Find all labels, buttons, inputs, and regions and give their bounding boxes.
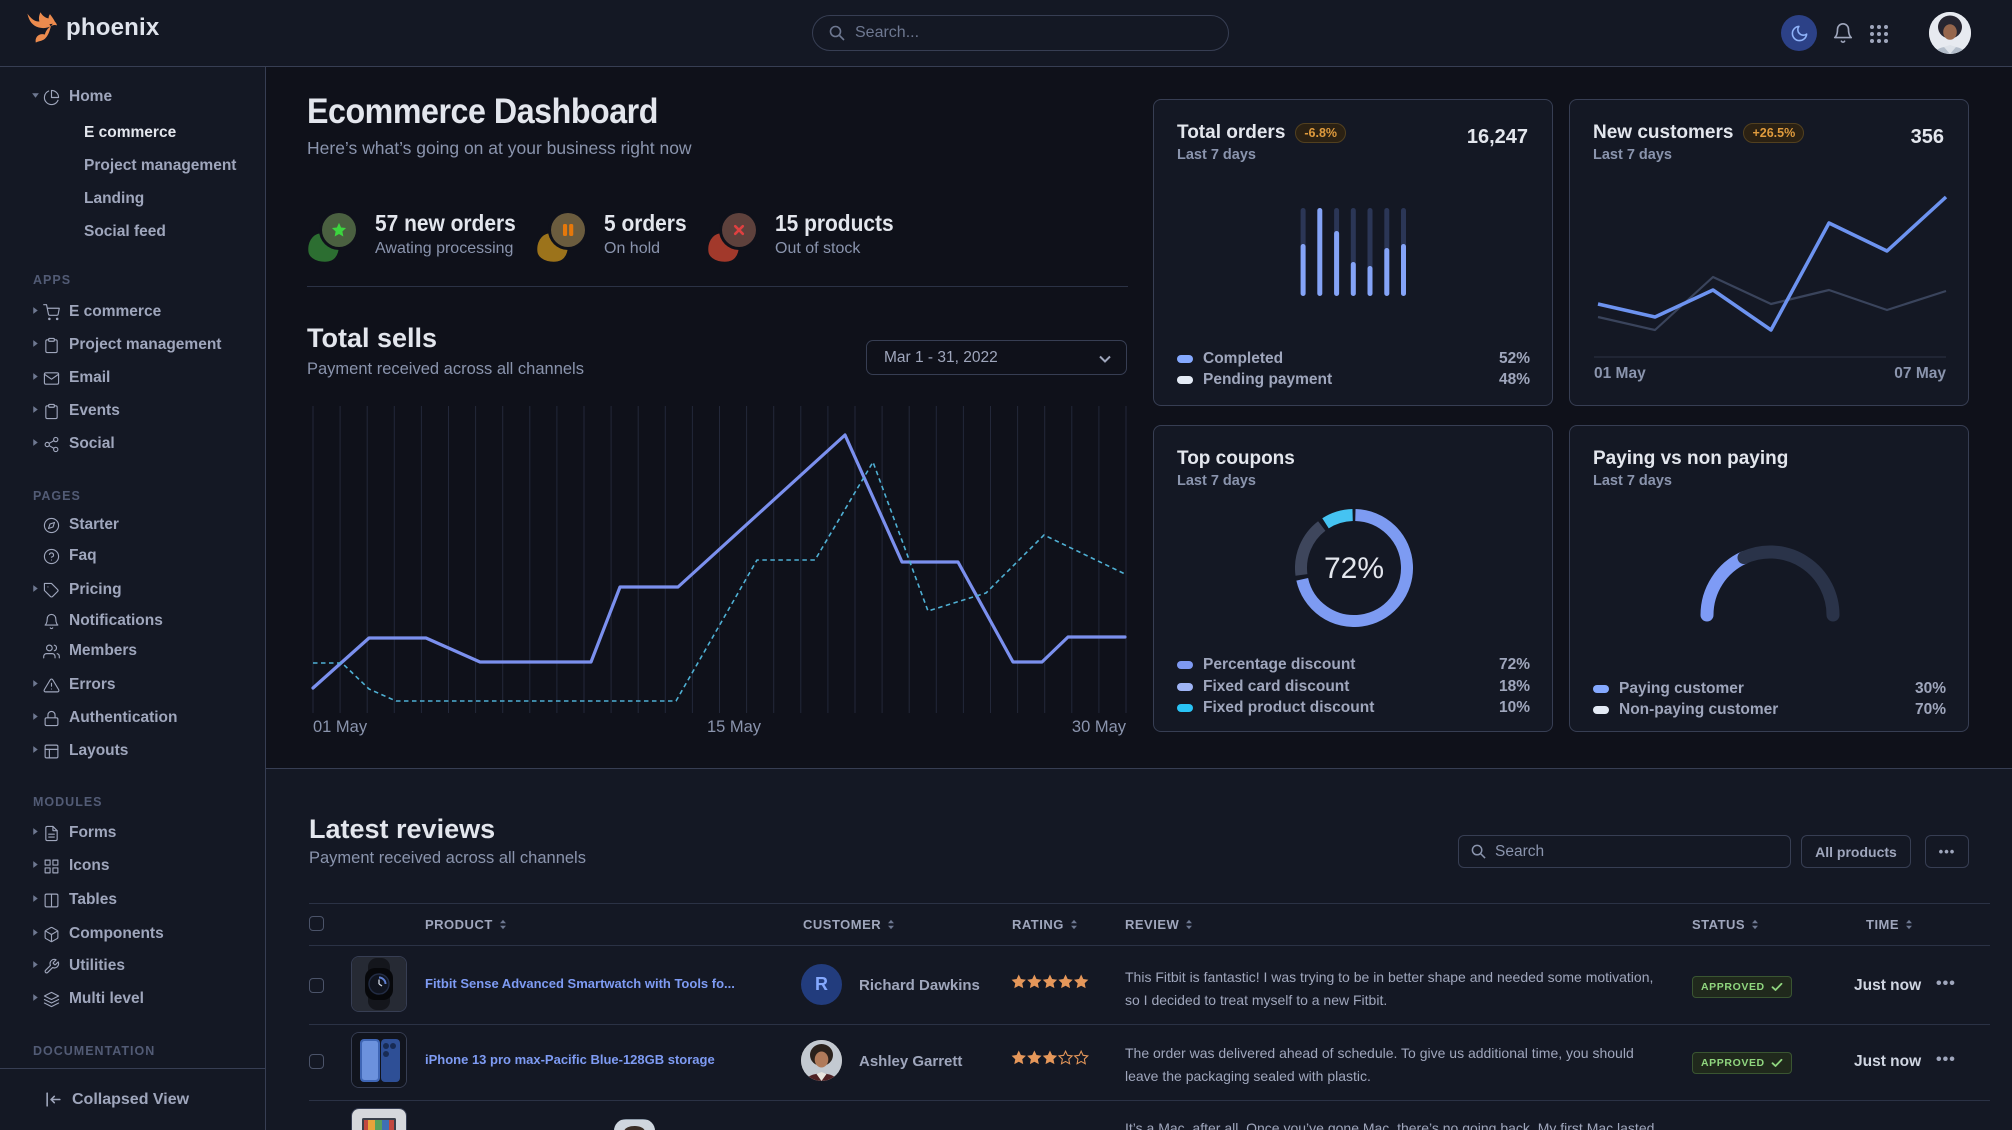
svg-text:30 May: 30 May (1072, 718, 1127, 736)
svg-text:15 May: 15 May (707, 718, 762, 736)
svg-text:07 May: 07 May (1894, 365, 1946, 382)
svg-text:01 May: 01 May (1594, 365, 1646, 382)
svg-text:01 May: 01 May (313, 718, 368, 736)
svg-text:72%: 72% (1324, 552, 1384, 585)
